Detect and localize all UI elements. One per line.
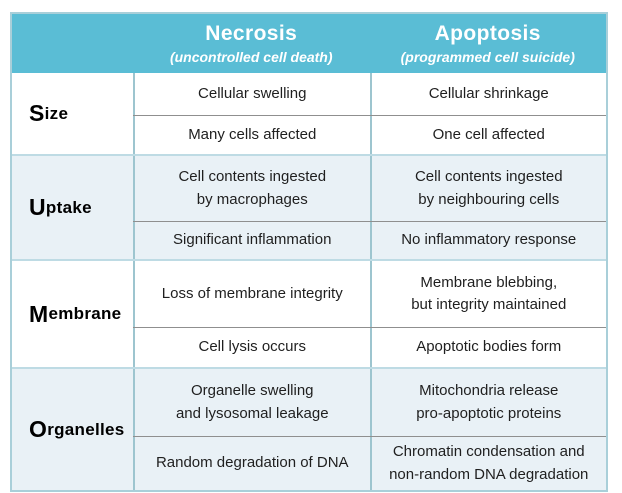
- comparison-table: Necrosis (uncontrolled cell death) Apopt…: [10, 12, 608, 492]
- apoptosis-title: Apoptosis: [434, 22, 541, 45]
- necrosis-cell: Significant inflammation: [133, 222, 370, 259]
- table-row: Random degradation of DNA Chromatin conde…: [133, 436, 606, 490]
- category-label-initial: U: [29, 194, 46, 220]
- category-label-rest: embrane: [48, 304, 122, 323]
- apoptosis-cell: One cell affected: [369, 116, 607, 154]
- apoptosis-cell: Apoptotic bodies form: [369, 328, 607, 367]
- necrosis-cell: Cellular swelling: [133, 73, 370, 115]
- table-row: Organelle swelling and lysosomal leakage…: [133, 369, 606, 436]
- category-label-rest: ptake: [45, 197, 92, 217]
- category-label-initial: M: [29, 300, 49, 327]
- necrosis-header: Necrosis (uncontrolled cell death): [133, 14, 370, 73]
- necrosis-cell: Many cells affected: [133, 116, 370, 154]
- necrosis-title: Necrosis: [205, 22, 298, 45]
- apoptosis-cell: Chromatin condensation and non-random DN…: [369, 437, 607, 490]
- table-row: Cellular swelling Cellular shrinkage: [133, 73, 606, 115]
- necrosis-cell: Cell lysis occurs: [133, 328, 370, 367]
- apoptosis-cell: Cellular shrinkage: [369, 73, 607, 115]
- apoptosis-cell: Mitochondria release pro-apoptotic prote…: [369, 369, 607, 436]
- apoptosis-cell: Membrane blebbing, but integrity maintai…: [369, 261, 607, 327]
- category-label-initial: S: [29, 100, 45, 126]
- necrosis-cell: Organelle swelling and lysosomal leakage: [133, 369, 370, 436]
- necrosis-cell: Cell contents ingested by macrophages: [133, 156, 370, 221]
- table-row: Cell contents ingested by macrophages Cel…: [133, 156, 606, 221]
- header-corner-cell: [12, 14, 133, 73]
- apoptosis-cell: Cell contents ingested by neighbouring c…: [369, 156, 607, 221]
- apoptosis-subtitle: (programmed cell suicide): [400, 49, 575, 65]
- table-row: Significant inflammation No inflammatory …: [133, 221, 606, 259]
- apoptosis-cell: No inflammatory response: [369, 222, 607, 259]
- table-row: Many cells affected One cell affected: [133, 115, 606, 154]
- category-label-initial: O: [29, 416, 48, 442]
- table-header: Necrosis (uncontrolled cell death) Apopt…: [12, 14, 606, 73]
- necrosis-cell: Random degradation of DNA: [133, 437, 370, 490]
- necrosis-subtitle: (uncontrolled cell death): [169, 49, 333, 65]
- table-row: Loss of membrane integrity Membrane blebb…: [133, 261, 606, 327]
- necrosis-cell: Loss of membrane integrity: [133, 261, 370, 327]
- category-label-rest: ize: [44, 103, 69, 123]
- table-row: Cell lysis occurs Apoptotic bodies form: [133, 327, 606, 367]
- apoptosis-header: Apoptosis (programmed cell suicide): [370, 14, 607, 73]
- category-label-rest: rganelles: [47, 419, 125, 439]
